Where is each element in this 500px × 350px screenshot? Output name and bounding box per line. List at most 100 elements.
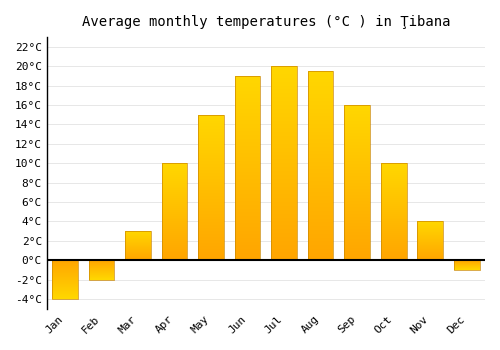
Bar bbox=[381, 233, 406, 235]
Bar bbox=[381, 223, 406, 225]
Bar bbox=[272, 97, 297, 101]
Bar bbox=[381, 202, 406, 204]
Bar bbox=[381, 214, 406, 216]
Bar bbox=[162, 245, 188, 247]
Bar bbox=[162, 163, 188, 260]
Bar bbox=[198, 135, 224, 138]
Bar bbox=[344, 139, 370, 142]
Bar bbox=[198, 202, 224, 205]
Bar bbox=[272, 171, 297, 175]
Bar bbox=[235, 194, 260, 197]
Bar bbox=[89, 266, 114, 267]
Bar bbox=[89, 275, 114, 276]
Bar bbox=[272, 113, 297, 117]
Bar bbox=[126, 259, 151, 260]
Bar bbox=[235, 190, 260, 194]
Bar bbox=[126, 238, 151, 239]
Bar bbox=[418, 233, 443, 234]
Bar bbox=[89, 263, 114, 264]
Bar bbox=[272, 198, 297, 202]
Bar bbox=[162, 165, 188, 167]
Bar bbox=[272, 252, 297, 256]
Bar bbox=[52, 298, 78, 299]
Bar bbox=[272, 214, 297, 218]
Bar bbox=[52, 260, 78, 261]
Bar bbox=[235, 105, 260, 109]
Bar bbox=[381, 219, 406, 222]
Bar bbox=[126, 258, 151, 259]
Bar bbox=[235, 76, 260, 260]
Bar bbox=[344, 161, 370, 164]
Bar bbox=[381, 183, 406, 184]
Bar bbox=[89, 276, 114, 277]
Bar bbox=[272, 86, 297, 90]
Bar bbox=[381, 163, 406, 165]
Bar bbox=[344, 173, 370, 176]
Bar bbox=[272, 183, 297, 187]
Bar bbox=[272, 233, 297, 237]
Bar bbox=[235, 135, 260, 139]
Bar bbox=[162, 167, 188, 169]
Bar bbox=[308, 222, 334, 226]
Bar bbox=[198, 141, 224, 144]
Bar bbox=[418, 245, 443, 246]
Bar bbox=[381, 190, 406, 192]
Bar bbox=[308, 79, 334, 82]
Bar bbox=[235, 253, 260, 257]
Bar bbox=[235, 157, 260, 161]
Bar bbox=[52, 296, 78, 297]
Bar bbox=[344, 236, 370, 238]
Bar bbox=[308, 169, 334, 173]
Bar bbox=[418, 226, 443, 227]
Bar bbox=[89, 268, 114, 269]
Bar bbox=[308, 147, 334, 150]
Bar bbox=[418, 229, 443, 230]
Bar bbox=[272, 222, 297, 225]
Bar bbox=[162, 218, 188, 219]
Bar bbox=[418, 244, 443, 245]
Bar bbox=[235, 131, 260, 135]
Bar bbox=[381, 163, 406, 260]
Bar bbox=[162, 219, 188, 222]
Bar bbox=[235, 212, 260, 216]
Bar bbox=[308, 113, 334, 117]
Bar bbox=[162, 206, 188, 208]
Bar bbox=[344, 208, 370, 211]
Bar bbox=[162, 193, 188, 194]
Bar bbox=[272, 66, 297, 260]
Bar bbox=[126, 252, 151, 253]
Bar bbox=[162, 247, 188, 248]
Bar bbox=[235, 175, 260, 179]
Bar bbox=[272, 163, 297, 167]
Bar bbox=[162, 175, 188, 177]
Bar bbox=[52, 286, 78, 287]
Bar bbox=[344, 217, 370, 220]
Bar bbox=[235, 98, 260, 102]
Bar bbox=[52, 288, 78, 289]
Bar bbox=[272, 229, 297, 233]
Bar bbox=[308, 162, 334, 166]
Bar bbox=[308, 132, 334, 135]
Bar bbox=[162, 200, 188, 202]
Bar bbox=[344, 124, 370, 127]
Bar bbox=[52, 268, 78, 269]
Bar bbox=[308, 181, 334, 184]
Bar bbox=[344, 183, 370, 186]
Bar bbox=[418, 253, 443, 254]
Bar bbox=[308, 207, 334, 211]
Bar bbox=[235, 153, 260, 157]
Bar bbox=[162, 187, 188, 188]
Bar bbox=[381, 245, 406, 247]
Bar bbox=[418, 240, 443, 241]
Bar bbox=[235, 245, 260, 249]
Bar bbox=[198, 150, 224, 153]
Bar bbox=[308, 86, 334, 90]
Bar bbox=[198, 144, 224, 147]
Bar bbox=[198, 184, 224, 188]
Bar bbox=[235, 183, 260, 187]
Bar bbox=[272, 120, 297, 124]
Bar bbox=[344, 105, 370, 260]
Bar bbox=[162, 227, 188, 229]
Bar bbox=[235, 197, 260, 201]
Bar bbox=[89, 265, 114, 266]
